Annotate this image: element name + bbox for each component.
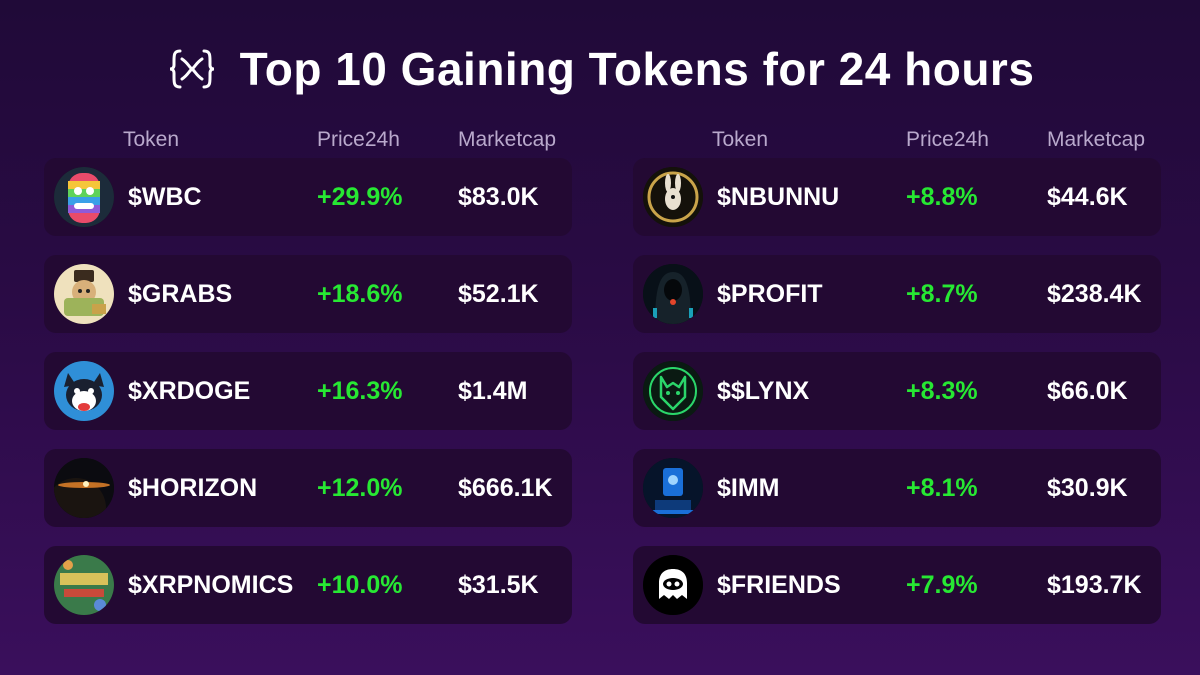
token-row[interactable]: $$LYNX +8.3% $66.0K [633,352,1161,430]
market-cap: $1.4M [458,377,528,405]
price-change: +8.8% [906,183,978,211]
token-row[interactable]: $XRDOGE +16.3% $1.4M [44,352,572,430]
token-name: $$LYNX [717,377,810,405]
token-name: $WBC [128,183,202,211]
column-header-price: Price24h [906,128,989,151]
price-change: +8.7% [906,280,978,308]
market-cap: $666.1K [458,474,553,502]
market-cap: $66.0K [1047,377,1128,405]
token-name: $GRABS [128,280,233,308]
token-name: $IMM [717,474,780,502]
market-cap: $30.9K [1047,474,1128,502]
page-title: Top 10 Gaining Tokens for 24 hours [239,43,1035,95]
column-headers: Token Price24h Marketcap [44,126,584,158]
market-cap: $238.4K [1047,280,1142,308]
price-change: +7.9% [906,571,978,599]
token-name: $FRIENDS [717,571,841,599]
hooded-figure-avatar-icon [643,264,703,324]
token-name: $NBUNNU [717,183,840,211]
money-cartoon-avatar-icon [54,264,114,324]
token-row[interactable]: $FRIENDS +7.9% $193.7K [633,546,1161,624]
left-token-table: Token Price24h Marketcap $WBC +29.9% [44,126,584,624]
market-cap: $193.7K [1047,571,1142,599]
token-row[interactable]: $XRPNOMICS +10.0% $31.5K [44,546,572,624]
doge-avatar-icon [54,361,114,421]
market-cap: $31.5K [458,571,539,599]
token-name: $PROFIT [717,280,823,308]
token-row[interactable]: $GRABS +18.6% $52.1K [44,255,572,333]
column-headers: Token Price24h Marketcap [633,126,1173,158]
market-cap: $44.6K [1047,183,1128,211]
token-row[interactable]: $PROFIT +8.7% $238.4K [633,255,1161,333]
xrp-x-logo-icon [166,43,218,95]
column-header-price: Price24h [317,128,400,151]
token-row[interactable]: $WBC +29.9% $83.0K [44,158,572,236]
price-change: +16.3% [317,377,403,405]
header: Top 10 Gaining Tokens for 24 hours [0,38,1200,100]
right-token-table: Token Price24h Marketcap $NBUNNU +8.8% $… [633,126,1173,624]
token-row[interactable]: $HORIZON +12.0% $666.1K [44,449,572,527]
token-row[interactable]: $IMM +8.1% $30.9K [633,449,1161,527]
bunny-emblem-avatar-icon [643,167,703,227]
column-header-marketcap: Marketcap [1047,128,1146,151]
token-name: $HORIZON [128,474,258,502]
price-change: +29.9% [317,183,403,211]
price-change: +18.6% [317,280,403,308]
price-change: +12.0% [317,474,403,502]
xrpnomics-comic-avatar-icon [54,555,114,615]
price-change: +8.3% [906,377,978,405]
ghost-mask-avatar-icon [643,555,703,615]
column-header-token: Token [712,128,769,151]
column-header-marketcap: Marketcap [458,128,557,151]
lynx-head-avatar-icon [643,361,703,421]
blue-screen-avatar-icon [643,458,703,518]
column-header-token: Token [123,128,180,151]
token-row[interactable]: $NBUNNU +8.8% $44.6K [633,158,1161,236]
market-cap: $52.1K [458,280,539,308]
market-cap: $83.0K [458,183,539,211]
price-change: +10.0% [317,571,403,599]
rainbow-face-avatar-icon [54,167,114,227]
planet-horizon-avatar-icon [54,458,114,518]
token-name: $XRDOGE [128,377,251,405]
token-name: $XRPNOMICS [128,571,294,599]
price-change: +8.1% [906,474,978,502]
